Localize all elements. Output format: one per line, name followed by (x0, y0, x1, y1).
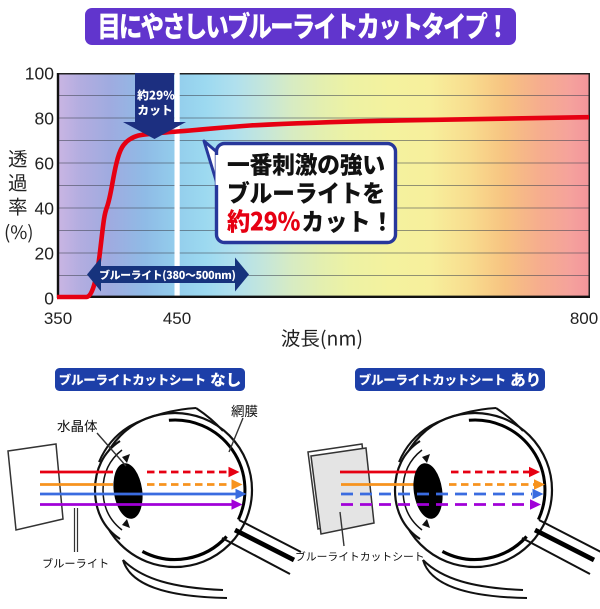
svg-text:0: 0 (44, 289, 54, 309)
svg-text:60: 60 (35, 154, 55, 174)
svg-text:40: 40 (35, 199, 55, 219)
svg-text:20: 20 (35, 244, 55, 264)
svg-text:800: 800 (570, 309, 598, 328)
svg-text:100: 100 (25, 64, 54, 84)
svg-text:450: 450 (163, 309, 191, 328)
svg-text:350: 350 (44, 309, 72, 328)
svg-text:80: 80 (35, 109, 55, 129)
